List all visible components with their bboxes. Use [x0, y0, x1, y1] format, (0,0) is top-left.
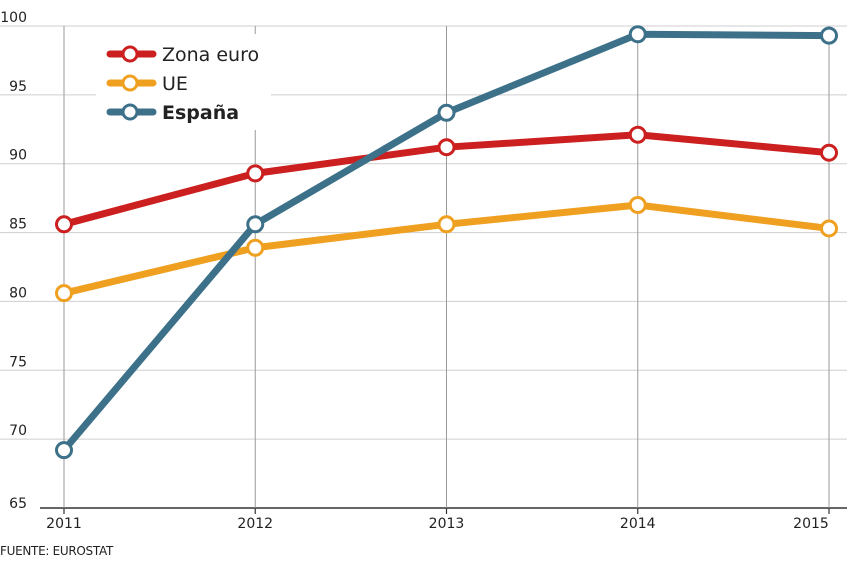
source-note: FUENTE: EUROSTAT	[0, 544, 114, 558]
data-point	[246, 164, 265, 183]
data-point	[55, 215, 73, 234]
data-point	[55, 284, 73, 303]
data-point	[628, 196, 647, 215]
x-tick-label: 2014	[620, 516, 656, 532]
legend-label: UE	[162, 73, 188, 95]
legend-item: España	[106, 102, 239, 124]
y-tick-label: 65	[9, 496, 27, 512]
y-tick-label: 95	[9, 79, 27, 95]
series-1	[55, 196, 838, 303]
x-tick-label: 2015	[793, 516, 829, 532]
data-point	[628, 25, 647, 44]
y-tick-label: 100	[0, 10, 27, 26]
legend-item: Zona euro	[106, 44, 259, 66]
data-point	[55, 441, 73, 460]
data-point	[437, 138, 456, 157]
data-point	[246, 238, 265, 257]
series-2	[55, 25, 838, 460]
legend-label: Zona euro	[162, 44, 259, 66]
data-point	[628, 125, 647, 144]
x-tick-label: 2011	[46, 516, 82, 532]
legend-swatch-marker	[121, 74, 139, 92]
data-point	[820, 219, 838, 238]
y-tick-label: 85	[9, 217, 27, 233]
legend-swatch-marker	[121, 45, 139, 63]
data-point	[437, 103, 456, 122]
data-point	[820, 26, 838, 45]
x-tick-label: 2013	[429, 516, 465, 532]
series-0	[55, 125, 838, 234]
y-tick-label: 90	[9, 148, 27, 164]
y-tick-label: 75	[9, 354, 27, 370]
data-point	[246, 215, 265, 234]
legend-item: UE	[106, 73, 188, 95]
data-point	[437, 215, 456, 234]
x-tick-label: 2012	[237, 516, 273, 532]
y-tick-label: 80	[9, 285, 27, 301]
legend-label: España	[162, 102, 239, 124]
y-tick-label: 70	[9, 423, 27, 439]
legend-swatch-marker	[121, 103, 139, 121]
data-point	[820, 143, 838, 162]
